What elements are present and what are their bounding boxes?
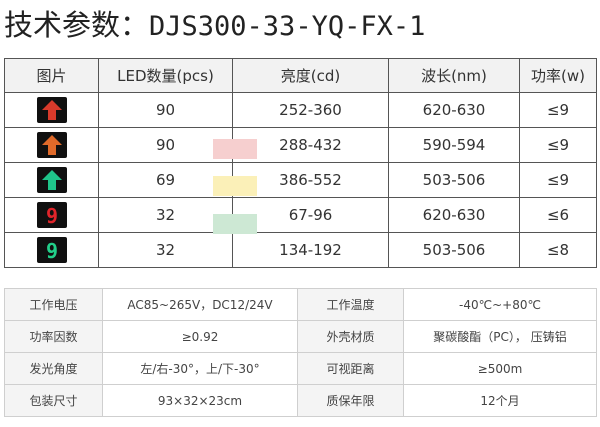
- image-cell: 9: [4, 197, 99, 233]
- param-value: AC85~265V，DC12/24V: [102, 288, 298, 321]
- led-count: 90: [98, 92, 233, 128]
- param-key: 可视距离: [297, 352, 404, 385]
- table-row: 9 32 134-192 503-506 ≤8: [4, 232, 597, 268]
- page-title: 技术参数：DJS300-33-YQ-FX-1: [4, 5, 425, 45]
- header-led-count: LED数量(pcs): [98, 58, 233, 93]
- wavelength: 503-506: [388, 162, 520, 198]
- title-label: 技术参数：: [4, 8, 150, 42]
- header-image: 图片: [4, 58, 99, 93]
- led-count: 90: [98, 127, 233, 163]
- param-value: ≥500m: [403, 352, 597, 385]
- table-row: 包装尺寸 93×32×23cm 质保年限 12个月: [4, 384, 597, 417]
- header-power: 功率(w): [519, 58, 597, 93]
- red-color-swatch: [213, 139, 257, 159]
- table-row: 9 32 67-96 620-630 ≤6: [4, 197, 597, 233]
- table-row: 功率因数 ≥0.92 外壳材质 聚碳酸酯（PC）， 压铸铝: [4, 320, 597, 353]
- wavelength: 620-630: [388, 92, 520, 128]
- table-row: 发光角度 左/右-30°，上/下-30° 可视距离 ≥500m: [4, 352, 597, 385]
- green-arrow-up-icon: [36, 167, 67, 193]
- param-value: ≥0.92: [102, 320, 298, 353]
- brightness: 134-192: [232, 232, 389, 268]
- table-row: 90 288-432 590-594 ≤9: [4, 127, 597, 163]
- table-row: 工作电压 AC85~265V，DC12/24V 工作温度 -40℃~+80℃: [4, 288, 597, 321]
- param-key: 质保年限: [297, 384, 404, 417]
- power: ≤8: [519, 232, 597, 268]
- spec-header-row: 图片 LED数量(pcs) 亮度(cd) 波长(nm) 功率(w): [4, 58, 597, 93]
- header-brightness: 亮度(cd): [232, 58, 389, 93]
- brightness: 386-552: [232, 162, 389, 198]
- yellow-color-swatch: [213, 176, 257, 196]
- param-key: 工作温度: [297, 288, 404, 321]
- param-value: 93×32×23cm: [102, 384, 298, 417]
- green-color-swatch: [213, 214, 257, 234]
- led-count: 32: [98, 232, 233, 268]
- wavelength: 590-594: [388, 127, 520, 163]
- param-value: -40℃~+80℃: [403, 288, 597, 321]
- param-value: 12个月: [403, 384, 597, 417]
- param-key: 工作电压: [4, 288, 103, 321]
- power: ≤9: [519, 162, 597, 198]
- red-arrow-up-icon: [36, 97, 67, 123]
- header-wavelength: 波长(nm): [388, 58, 520, 93]
- model-number: DJS300-33-YQ-FX-1: [149, 11, 426, 42]
- svg-text:9: 9: [45, 204, 57, 228]
- svg-text:9: 9: [45, 239, 57, 263]
- param-key: 外壳材质: [297, 320, 404, 353]
- power: ≤6: [519, 197, 597, 233]
- wavelength: 620-630: [388, 197, 520, 233]
- param-value: 聚碳酸酯（PC）， 压铸铝: [403, 320, 597, 353]
- param-key: 包装尺寸: [4, 384, 103, 417]
- params-table: 工作电压 AC85~265V，DC12/24V 工作温度 -40℃~+80℃ 功…: [4, 288, 597, 417]
- wavelength: 503-506: [388, 232, 520, 268]
- table-row: 69 386-552 503-506 ≤9: [4, 162, 597, 198]
- spec-table: 图片 LED数量(pcs) 亮度(cd) 波长(nm) 功率(w) 90 252…: [4, 58, 597, 268]
- param-key: 功率因数: [4, 320, 103, 353]
- image-cell: [4, 92, 99, 128]
- green-digit-9-icon: 9: [36, 237, 67, 263]
- red-digit-9-icon: 9: [36, 202, 67, 228]
- power: ≤9: [519, 127, 597, 163]
- image-cell: [4, 127, 99, 163]
- power: ≤9: [519, 92, 597, 128]
- param-key: 发光角度: [4, 352, 103, 385]
- param-value: 左/右-30°，上/下-30°: [102, 352, 298, 385]
- brightness: 252-360: [232, 92, 389, 128]
- brightness: 288-432: [232, 127, 389, 163]
- image-cell: [4, 162, 99, 198]
- table-row: 90 252-360 620-630 ≤9: [4, 92, 597, 128]
- image-cell: 9: [4, 232, 99, 268]
- orange-arrow-up-icon: [36, 132, 67, 158]
